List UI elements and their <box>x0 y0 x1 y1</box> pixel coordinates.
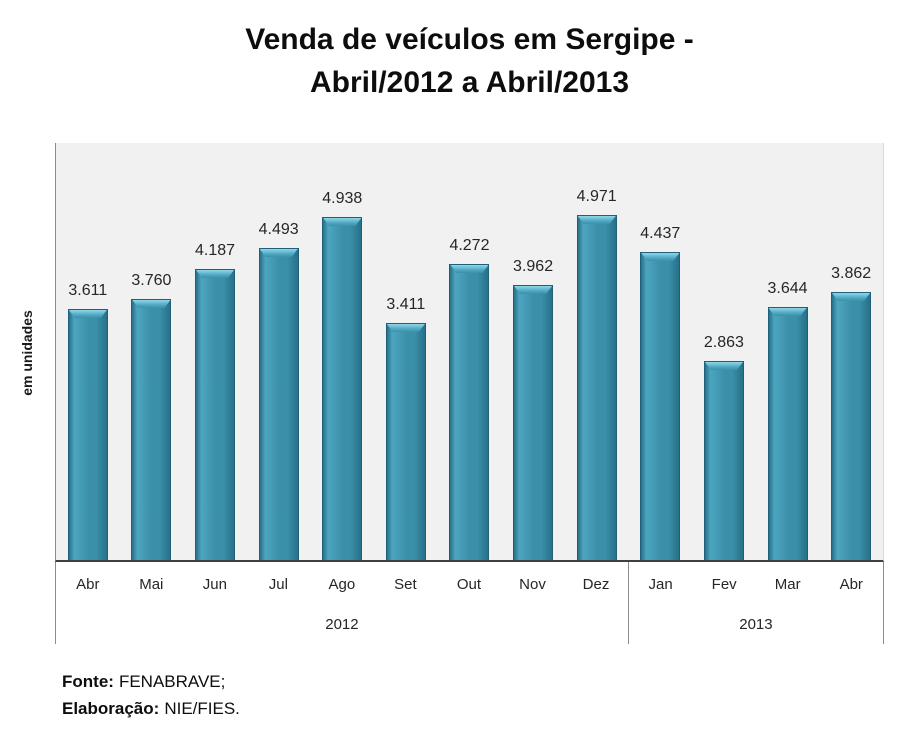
x-tick-label: Out <box>456 575 482 593</box>
bar-slot: 4.938 <box>310 143 374 560</box>
y-axis-title: em unidades <box>19 309 35 396</box>
fonte-value: FENABRAVE; <box>118 672 226 691</box>
y-axis-title-container: em unidades <box>10 143 44 562</box>
elaboracao-value: NIE/FIES. <box>164 699 240 718</box>
bar-value-label: 4.437 <box>640 225 681 242</box>
bar-fev-10 <box>703 361 744 560</box>
x-tick-label: Abr <box>839 575 863 593</box>
bar-value-label: 3.962 <box>513 258 554 275</box>
bar-nov-7 <box>513 285 554 560</box>
x-tick-label: Jun <box>202 575 227 593</box>
bar-value-label: 4.493 <box>258 221 299 238</box>
chart-title-line2: Abril/2012 a Abril/2013 <box>309 66 630 99</box>
x-tick-label: Dez <box>582 575 610 593</box>
x-axis-area: Abr Mai Jun Jul Ago Set Out Nov Dez 2012 Jan Fev Mar… <box>55 562 884 644</box>
x-tick-label: Mar <box>774 575 801 593</box>
bar-abr-0 <box>67 309 108 560</box>
bar-mar-11 <box>767 307 808 560</box>
bar-value-label: 2.863 <box>703 334 744 351</box>
bar-slot: 2.863 <box>692 143 756 560</box>
month-row: Abr Mai Jun Jul Ago Set Out Nov Dez <box>56 562 628 606</box>
x-tick-label: Set <box>394 575 417 593</box>
bar-slot: 3.644 <box>756 143 820 560</box>
elaboracao-label: Elaboração: <box>62 699 160 718</box>
x-tick-label: Ago <box>328 575 356 593</box>
source-note: Fonte: FENABRAVE; Elaboração: NIE/FIES. <box>62 668 240 722</box>
x-tick-label: Fev <box>711 575 737 593</box>
year-label: 2013 <box>739 615 773 633</box>
bar-slot: 4.437 <box>628 143 692 560</box>
bar-value-label: 3.862 <box>831 265 872 282</box>
bar-value-label: 4.938 <box>322 190 363 207</box>
bar-value-label: 4.187 <box>195 242 236 259</box>
chart-title-line1: Venda de veículos em Sergipe - <box>245 23 694 56</box>
year-group-2013: Jan Fev Mar Abr 2013 <box>629 562 884 644</box>
bar-value-label: 3.760 <box>131 272 172 289</box>
bar-value-label: 4.272 <box>449 237 490 254</box>
bar-slot: 4.187 <box>183 143 247 560</box>
bar-value-label: 3.411 <box>386 296 426 313</box>
bar-slot: 3.611 <box>56 143 120 560</box>
source-line: Fonte: FENABRAVE; <box>62 668 240 695</box>
bar-slot: 4.272 <box>438 143 502 560</box>
chart-title: Venda de veículos em Sergipe - Abril/201… <box>55 18 884 104</box>
bar-ago-4 <box>322 217 363 560</box>
bar-value-label: 3.611 <box>68 282 108 299</box>
bar-abr-12 <box>831 292 872 560</box>
bar-slot: 3.411 <box>374 143 438 560</box>
bar-slot: 3.760 <box>120 143 184 560</box>
elaboration-line: Elaboração: NIE/FIES. <box>62 695 240 722</box>
year-group-2012: Abr Mai Jun Jul Ago Set Out Nov Dez 2012 <box>55 562 629 644</box>
bar-slot: 3.862 <box>819 143 883 560</box>
bar-jun-2 <box>195 269 236 560</box>
bar-value-label: 4.971 <box>576 188 617 205</box>
bar-jul-3 <box>258 248 299 560</box>
bar-out-6 <box>449 264 490 560</box>
bar-mai-1 <box>131 299 172 560</box>
bar-set-5 <box>385 323 426 560</box>
x-tick-label: Mai <box>139 575 164 593</box>
month-row: Jan Fev Mar Abr <box>629 562 883 606</box>
year-label: 2012 <box>325 615 359 633</box>
x-tick-label: Nov <box>519 575 546 593</box>
x-tick-label: Jan <box>648 575 673 593</box>
x-tick-label: Abr <box>76 575 100 593</box>
x-tick-label: Jul <box>268 575 288 593</box>
bar-value-label: 3.644 <box>767 280 808 297</box>
fonte-label: Fonte: <box>62 672 114 691</box>
bar-slot: 4.971 <box>565 143 629 560</box>
bar-jan-9 <box>640 252 681 560</box>
bar-dez-8 <box>576 215 617 560</box>
bar-slot: 3.962 <box>501 143 565 560</box>
plot-area: 3.611 3.760 4.187 4.493 4.938 3.411 4.272 3.962… <box>55 143 884 562</box>
bar-slot: 4.493 <box>247 143 311 560</box>
